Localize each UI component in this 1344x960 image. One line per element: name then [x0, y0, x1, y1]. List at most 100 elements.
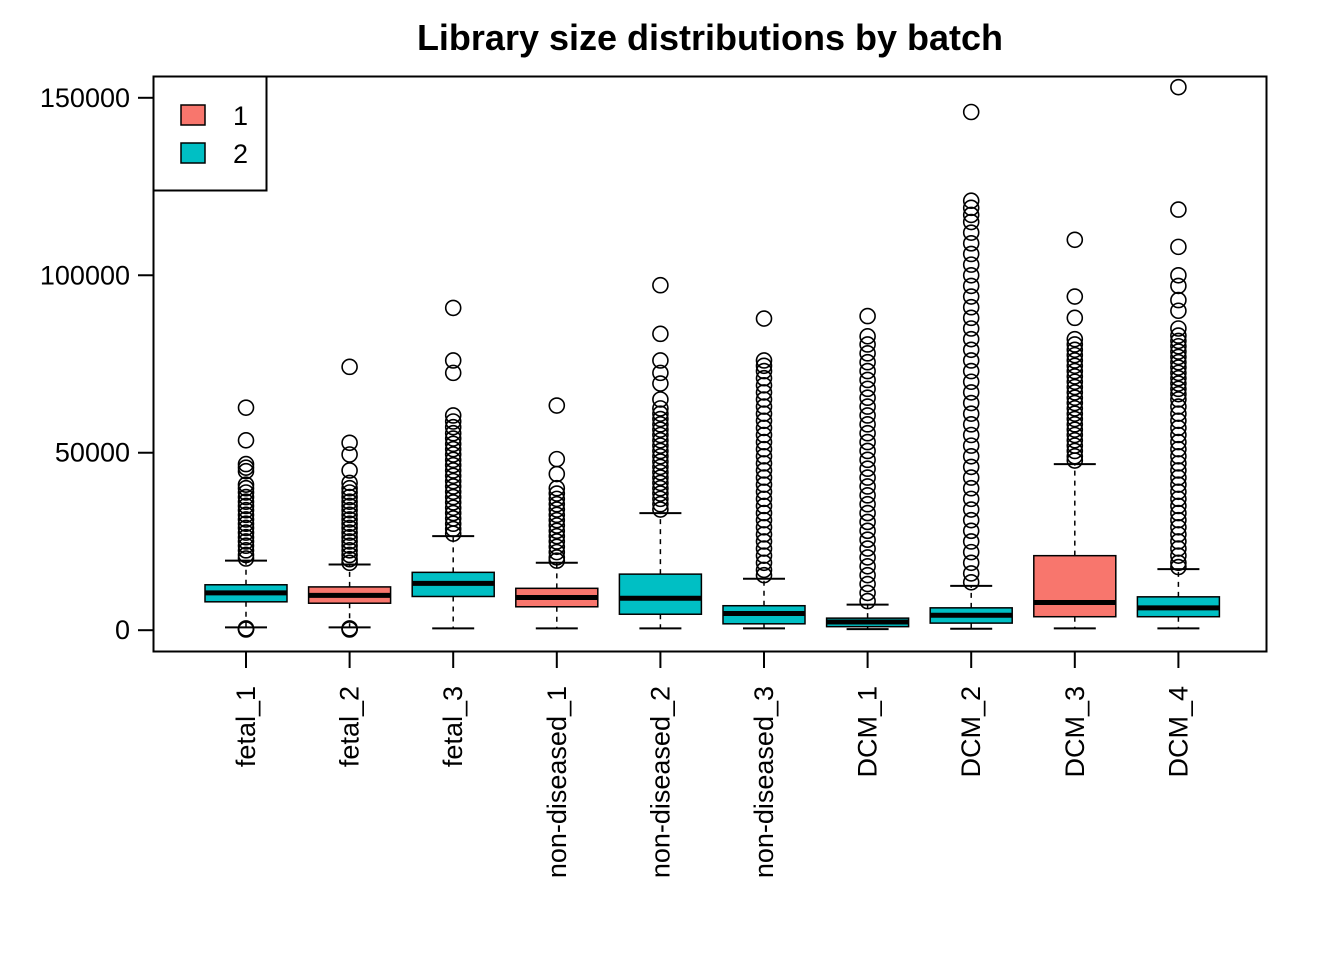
outlier-point: [548, 533, 566, 550]
outlier-point: [1170, 238, 1187, 256]
outlier-point: [755, 376, 773, 394]
outlier-point: [341, 479, 358, 497]
outlier-point: [859, 504, 876, 522]
outlier-point: [341, 497, 358, 515]
outlier-point: [444, 407, 462, 424]
outlier-point: [652, 405, 669, 422]
outlier-point: [962, 199, 980, 217]
outlier-point: [962, 565, 980, 582]
outlier-point: [1066, 373, 1084, 391]
outlier-point: [237, 399, 255, 416]
outlier-point: [962, 522, 980, 540]
outlier-point: [859, 328, 876, 345]
outlier-point: [652, 421, 669, 438]
outlier-point: [341, 528, 358, 546]
outlier-point: [548, 450, 566, 468]
outlier-point: [652, 447, 669, 465]
outlier-point: [1066, 400, 1084, 417]
y-tick-label: 0: [115, 615, 130, 645]
outlier-point: [652, 469, 669, 486]
outlier-point: [962, 341, 980, 359]
outlier-point: [341, 474, 358, 492]
box-DCM_1: [825, 307, 910, 631]
outlier-point: [1170, 526, 1187, 543]
outlier-point: [548, 522, 566, 540]
outlier-point: [1170, 327, 1187, 344]
x-tick-label: non-diseased_2: [645, 686, 675, 878]
outlier-point: [1170, 540, 1187, 557]
x-tick-label: DCM_4: [1163, 686, 1193, 778]
outlier-point: [755, 310, 773, 327]
outlier-point: [1066, 432, 1084, 449]
outlier-point: [1170, 483, 1187, 501]
outlier-point: [652, 474, 669, 492]
outlier-point: [962, 206, 980, 224]
outlier-point: [1170, 419, 1187, 437]
outlier-point: [444, 494, 462, 511]
outlier-point: [1066, 352, 1084, 369]
outlier-point: [444, 456, 462, 474]
outlier-point: [755, 561, 773, 579]
outlier-point: [1170, 497, 1187, 515]
outlier-point: [652, 410, 669, 428]
outlier-point: [962, 501, 980, 518]
outlier-point: [755, 426, 773, 444]
outlier-point: [1170, 490, 1187, 508]
outlier-point: [341, 484, 358, 501]
outlier-point: [859, 416, 876, 433]
outlier-point: [1066, 378, 1084, 396]
outlier-point: [548, 552, 566, 569]
outlier-point: [755, 483, 773, 501]
outlier-point: [1170, 558, 1187, 576]
outlier-point: [652, 426, 669, 444]
outlier-point: [237, 484, 255, 501]
box-DCM_3: [1033, 231, 1117, 630]
outlier-point: [548, 506, 566, 524]
outlier-point: [962, 554, 980, 572]
outlier-point: [859, 584, 876, 602]
outlier-point: [1066, 394, 1084, 412]
x-tick-label: fetal_1: [231, 686, 261, 767]
x-tick-label: non-diseased_3: [749, 686, 779, 878]
outlier-point: [237, 537, 255, 555]
box-fetal_2: [307, 358, 392, 638]
outlier-point: [962, 352, 980, 369]
outlier-point: [755, 462, 773, 479]
x-tick-label: DCM_1: [853, 686, 883, 778]
outlier-point: [1170, 405, 1187, 422]
outlier-point: [755, 447, 773, 465]
outlier-point: [652, 391, 669, 408]
outlier-point: [237, 533, 255, 550]
outlier-point: [237, 515, 255, 533]
outlier-point: [1170, 511, 1187, 529]
outlier-point: [1170, 337, 1187, 355]
outlier-point: [652, 490, 669, 508]
outlier-point: [652, 458, 669, 476]
outlier-point: [444, 413, 462, 430]
y-tick-label: 150000: [40, 83, 130, 113]
outlier-point: [341, 511, 358, 528]
outlier-point: [859, 549, 876, 566]
outlier-point: [1170, 547, 1187, 564]
outlier-point: [755, 540, 773, 557]
x-axis: fetal_1 fetal_2 fetal_3 non-diseased_1 non-d…: [231, 651, 1193, 878]
outlier-point: [755, 547, 773, 564]
outlier-point: [755, 469, 773, 486]
outlier-point: [548, 538, 566, 556]
y-axis: 0 50000 100000 150000: [40, 83, 155, 645]
legend-swatch-1: [180, 104, 206, 126]
outlier-point: [755, 455, 773, 472]
outlier-point: [755, 433, 773, 451]
outlier-point: [1066, 442, 1084, 460]
outlier-point: [444, 488, 462, 506]
outlier-point: [652, 479, 669, 497]
x-tick-label: non-diseased_1: [542, 686, 572, 878]
outlier-point: [755, 362, 773, 380]
outlier-point: [1066, 426, 1084, 444]
outlier-point: [962, 426, 980, 444]
outlier-point: [237, 528, 255, 546]
outlier-point: [652, 375, 669, 392]
outlier-point: [652, 485, 669, 502]
outlier-point: [962, 192, 980, 210]
iqr-box: [1033, 554, 1117, 618]
